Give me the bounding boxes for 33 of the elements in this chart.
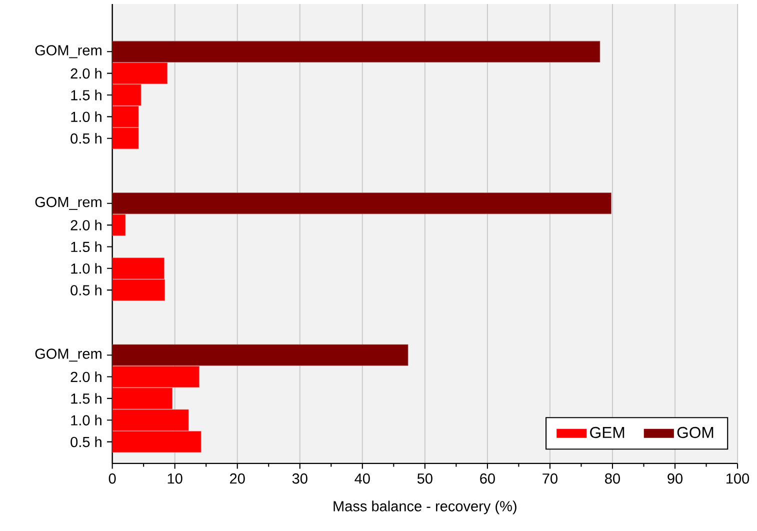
x-tick-label: 90 (668, 474, 682, 484)
legend-label: GEM (590, 426, 624, 438)
y-tick-label: GOM_rem (35, 45, 102, 58)
y-tick-label: 0.5 h (70, 133, 102, 144)
x-tick-label: 20 (230, 474, 245, 484)
y-tick-label: 2.0 h (70, 220, 102, 230)
x-tick-label: 10 (168, 474, 182, 484)
x-axis-title: Mass balance - recovery (%) (334, 500, 516, 514)
y-tick-label: GOM_rem (35, 196, 102, 210)
x-tick-label: 70 (542, 474, 558, 484)
y-tick-label: 1.0 h (71, 111, 102, 122)
y-tick-label: 0.5 h (70, 284, 102, 296)
bar (112, 41, 600, 62)
x-tick-label: 50 (417, 474, 432, 484)
bar (112, 192, 612, 214)
y-tick-label: 2.0 h (70, 68, 102, 79)
y-tick-label: 0.5 h (70, 436, 102, 448)
y-tick-label: 1.0 h (71, 414, 102, 426)
y-tick-label: 1.5 h (71, 90, 102, 100)
x-tick-label: 80 (605, 474, 620, 484)
legend-label: GOM (677, 426, 714, 438)
x-tick-label: 100 (726, 474, 750, 484)
x-tick-label: 60 (480, 474, 495, 484)
bar (112, 214, 126, 236)
bar (112, 344, 408, 366)
x-tick-label: 30 (292, 474, 308, 484)
y-tick-label: 1.0 h (71, 263, 102, 274)
y-tick-label: 2.0 h (70, 372, 102, 382)
y-tick-label: 1.5 h (71, 241, 102, 252)
y-tick-label: GOM_rem (35, 348, 102, 362)
y-tick-label: 1.5 h (71, 393, 102, 404)
x-tick-label: 40 (354, 474, 370, 484)
x-tick-label: 0 (108, 474, 116, 484)
